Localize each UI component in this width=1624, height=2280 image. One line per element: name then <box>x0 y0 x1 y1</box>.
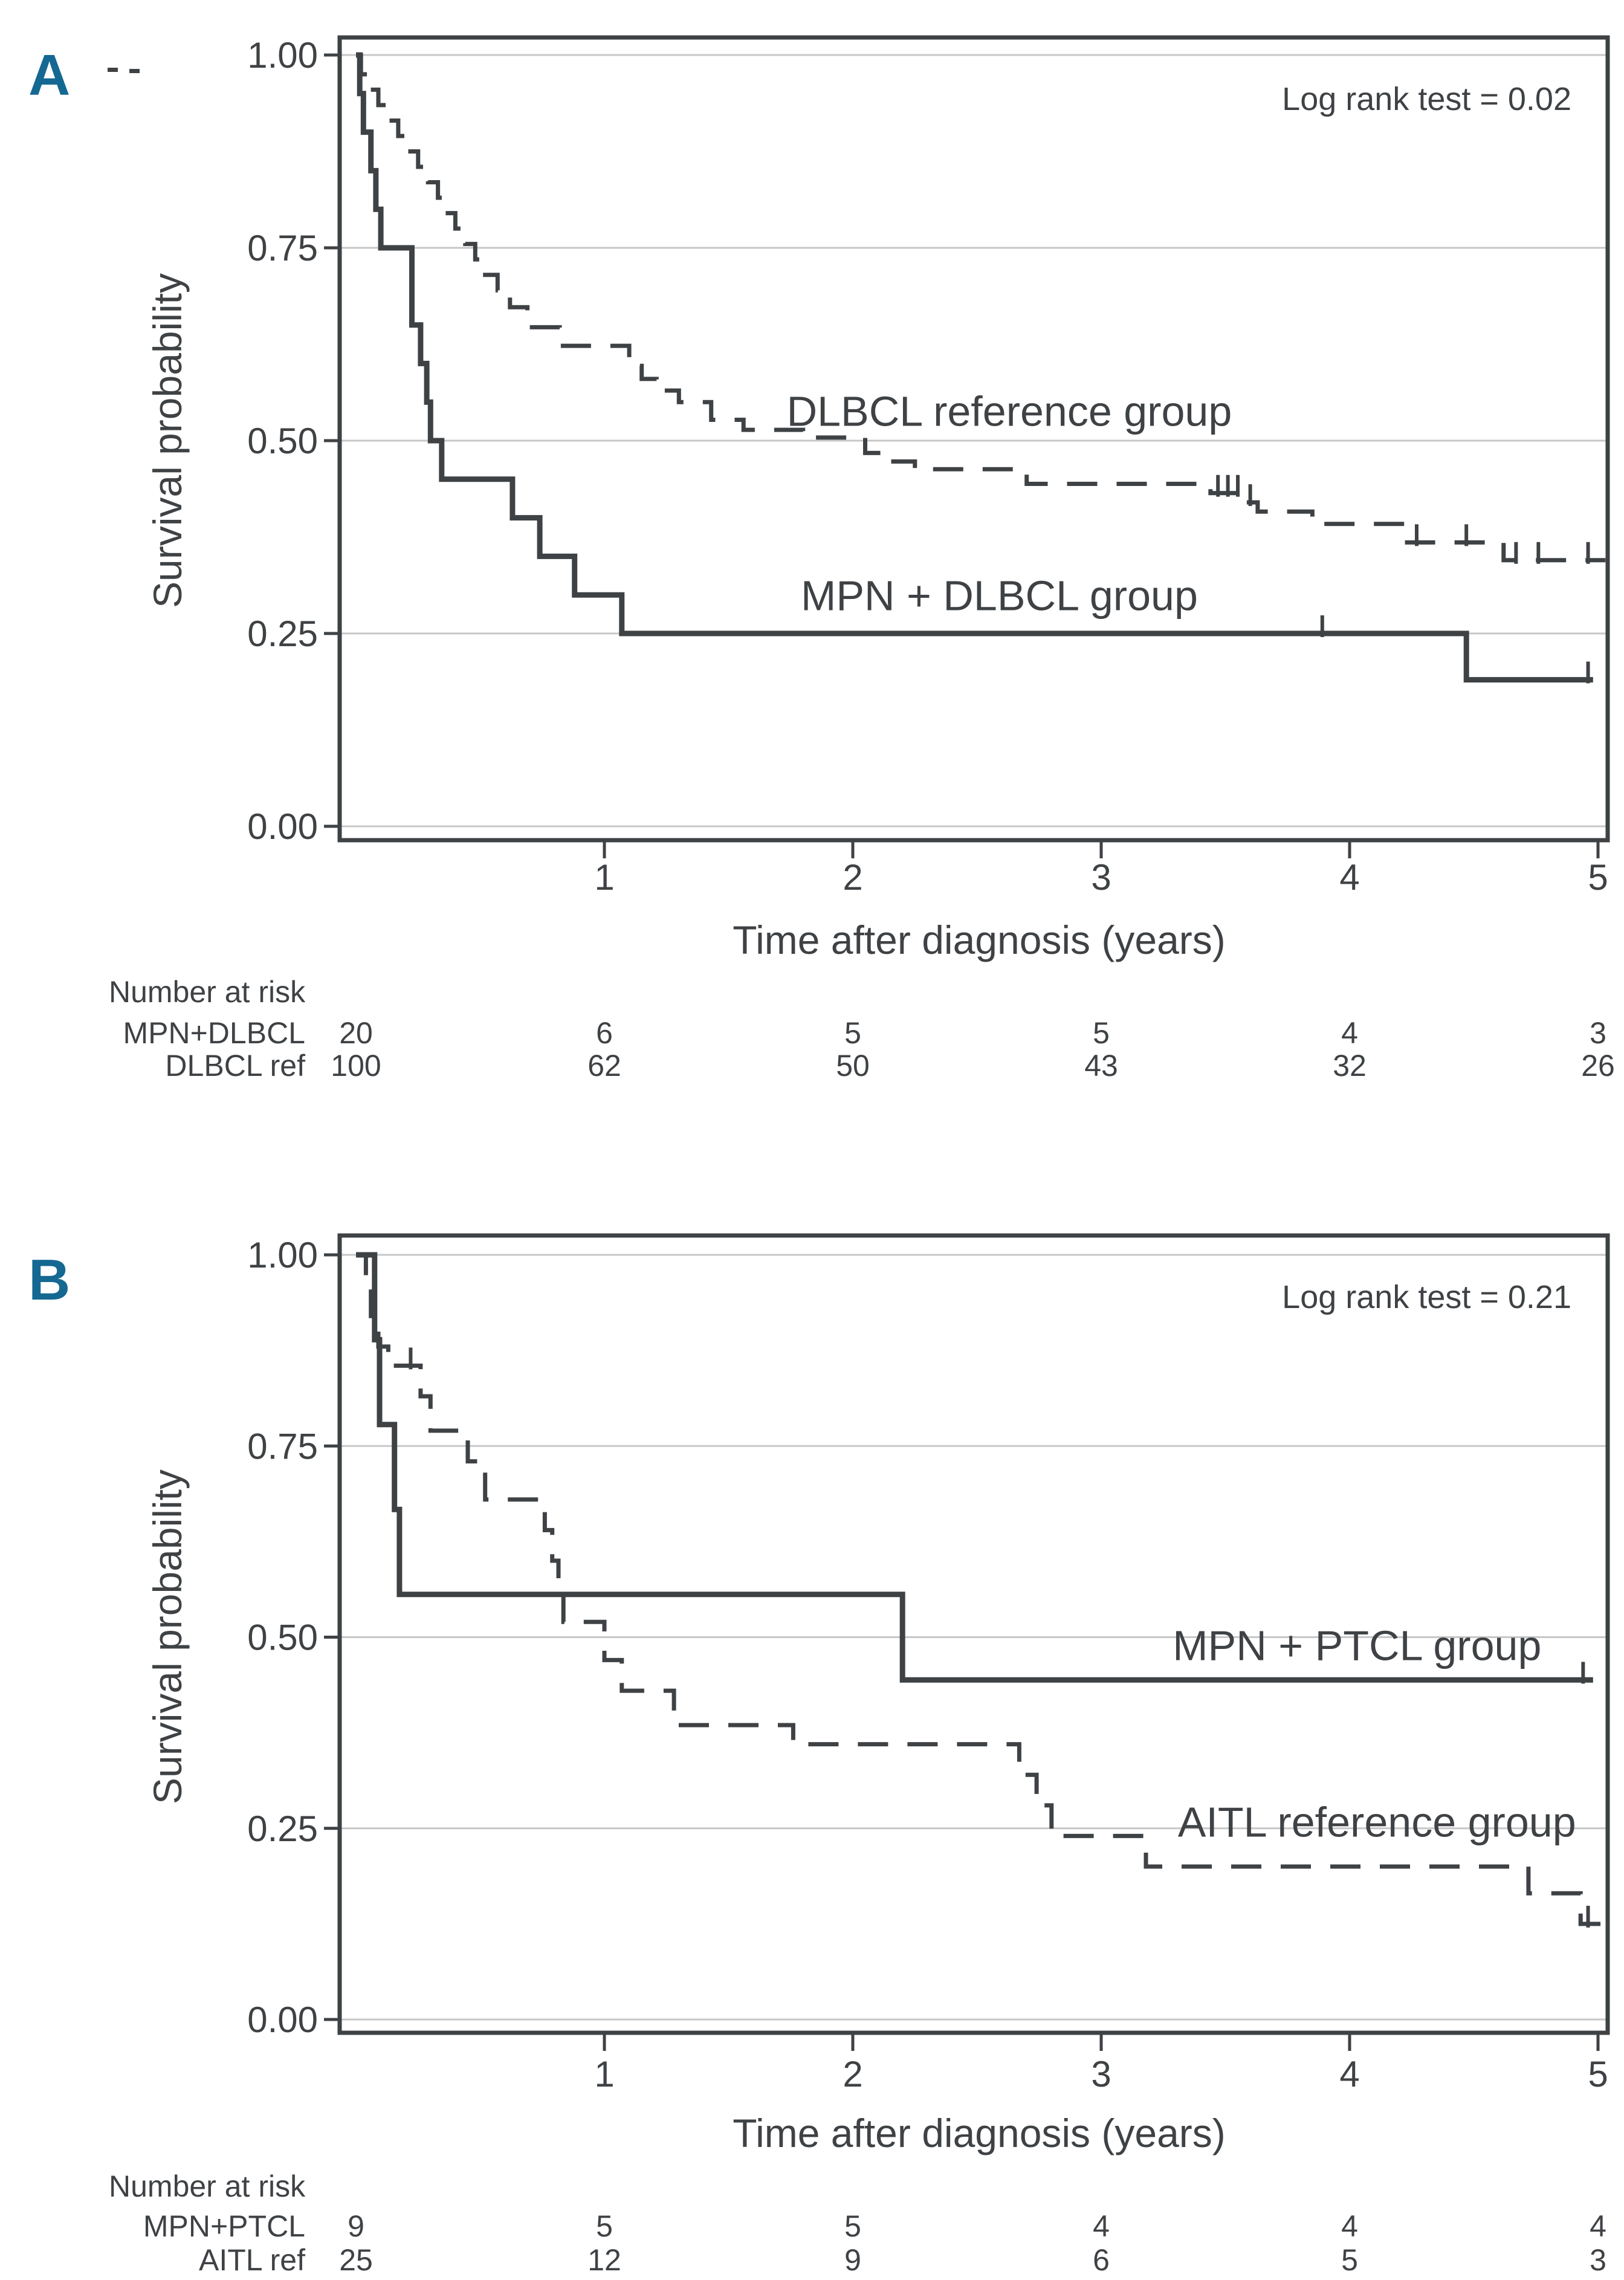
km-curve-solid <box>356 1252 1593 1683</box>
risk-row-value: 43 <box>1084 1049 1118 1083</box>
risk-table-title-a: Number at risk <box>109 975 306 1009</box>
risk-row-label: AITL ref <box>199 2243 305 2277</box>
risk-row-value: 3 <box>1590 1016 1606 1050</box>
x-tick-label: 5 <box>1588 857 1608 898</box>
km-curve-dashed <box>356 53 1606 563</box>
curve-label-mpn-dlbcl: MPN + DLBCL group <box>801 572 1198 619</box>
x-tick-label: 1 <box>594 2054 614 2094</box>
y-tick-label: 0.75 <box>247 228 318 268</box>
panel-b-letter: B <box>28 1248 70 1312</box>
y-axis-title-a: Survival probability <box>145 273 190 608</box>
plot-border <box>337 35 1610 843</box>
y-tick-label: 1.00 <box>247 35 318 76</box>
y-tick-label: 0.75 <box>247 1426 318 1466</box>
stray-mark <box>108 68 118 72</box>
panel-a: A 1.00 0.75 0.50 0.25 0.00 1 2 3 4 5 Log rank tes… <box>28 35 1615 1083</box>
risk-row-label: DLBCL ref <box>165 1049 305 1083</box>
x-tick-label: 3 <box>1091 2054 1111 2094</box>
y-tick-label: 0.50 <box>247 421 318 461</box>
curve-label-mpn-ptcl: MPN + PTCL group <box>1173 1622 1541 1669</box>
panel-b: B 1.000.750.500.250.001 2 3 4 5 Log rank tes… <box>28 1233 1610 2277</box>
risk-table-title-b: Number at risk <box>109 2169 306 2203</box>
risk-row-value: 5 <box>1093 1016 1110 1050</box>
plot-area-b: 1.00 0.75 0.50 0.25 0.00 1 2 3 4 5 <box>247 1233 1610 2094</box>
risk-row-value: 4 <box>1341 1016 1358 1050</box>
risk-row-value: 6 <box>1093 2243 1110 2277</box>
risk-row-label: MPN+PTCL <box>143 2209 305 2243</box>
risk-row-value: 62 <box>587 1049 621 1083</box>
risk-row-value: 9 <box>348 2209 364 2243</box>
risk-row-value: 4 <box>1093 2209 1110 2243</box>
risk-row-value: 32 <box>1333 1049 1367 1083</box>
x-axis-title-b: Time after diagnosis (years) <box>733 2111 1226 2155</box>
risk-row-value: 20 <box>339 1016 373 1050</box>
y-tick-label: 0.50 <box>247 1618 318 1658</box>
risk-row-value: 5 <box>844 1016 861 1050</box>
x-axis-title-a: Time after diagnosis (years) <box>733 918 1226 962</box>
panel-a-letter: A <box>28 43 70 108</box>
y-tick-label: 0.25 <box>247 1809 318 1849</box>
risk-row-value: 4 <box>1341 2209 1358 2243</box>
curve-label-dlbcl-reference: DLBCL reference group <box>787 388 1232 435</box>
risk-row-value: 50 <box>836 1049 870 1083</box>
risk-row-value: 5 <box>844 2209 861 2243</box>
risk-row-value: 26 <box>1581 1049 1615 1083</box>
x-tick-label: 2 <box>843 857 862 898</box>
risk-row-value: 5 <box>596 2209 613 2243</box>
y-tick-label: 0.25 <box>247 614 318 654</box>
x-tick-label: 5 <box>1588 2054 1608 2094</box>
km-curve-solid <box>356 52 1593 683</box>
km-curve-dashed <box>356 1252 1606 1926</box>
plot-border <box>337 1233 1610 2035</box>
curve-label-aitl-reference: AITL reference group <box>1178 1799 1576 1846</box>
plot-area-a: 1.00 0.75 0.50 0.25 0.00 1 2 3 4 5 <box>247 35 1610 898</box>
x-tick-label: 2 <box>843 2054 862 2094</box>
risk-row-value: 5 <box>1341 2243 1358 2277</box>
logrank-annotation-a: Log rank test = 0.02 <box>1282 81 1571 117</box>
y-tick-label: 1.00 <box>247 1235 318 1275</box>
risk-row-label: MPN+DLBCL <box>123 1016 306 1050</box>
logrank-annotation-b: Log rank test = 0.21 <box>1282 1279 1571 1315</box>
x-tick-label: 4 <box>1339 2054 1359 2094</box>
x-tick-label: 3 <box>1091 857 1111 898</box>
stray-mark <box>129 69 140 73</box>
y-tick-label: 0.00 <box>247 2000 318 2040</box>
risk-row-value: 4 <box>1590 2209 1606 2243</box>
y-axis-title-b: Survival probability <box>145 1469 190 1804</box>
risk-row-value: 25 <box>339 2243 373 2277</box>
risk-row-value: 6 <box>596 1016 613 1050</box>
x-tick-label: 1 <box>594 857 614 898</box>
x-tick-label: 4 <box>1339 857 1359 898</box>
risk-row-value: 9 <box>844 2243 861 2277</box>
risk-row-value: 100 <box>331 1049 381 1083</box>
y-tick-label: 0.00 <box>247 806 318 847</box>
risk-row-value: 12 <box>587 2243 621 2277</box>
risk-row-value: 3 <box>1590 2243 1606 2277</box>
